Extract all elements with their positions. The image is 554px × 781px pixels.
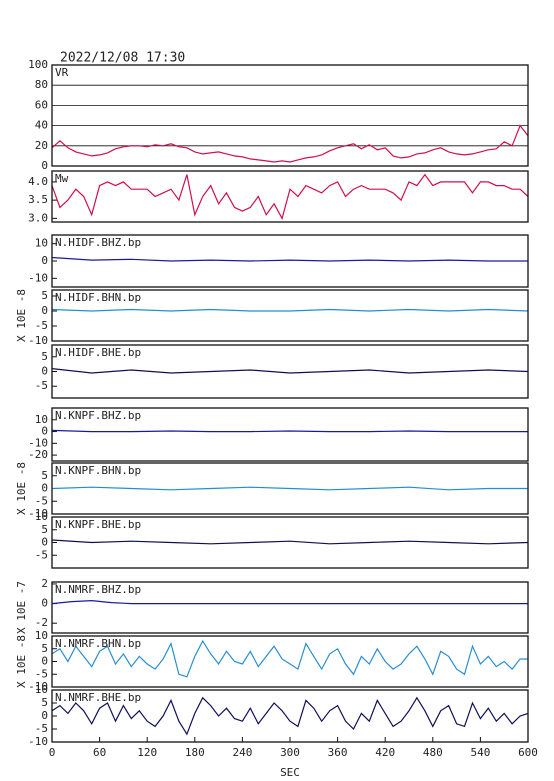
trace bbox=[51, 308, 529, 312]
y-tick-label: 0 bbox=[41, 254, 48, 267]
y-tick-label: 5 bbox=[41, 523, 48, 536]
y-tick-label: 0 bbox=[41, 597, 48, 610]
panel-title: N.KNPF.BHN.bp bbox=[55, 464, 141, 477]
y-tick-label: -10 bbox=[28, 436, 48, 449]
y-tick-label: 5 bbox=[41, 350, 48, 363]
panel-frame bbox=[51, 462, 529, 515]
y-axis-label: X 10E -7 bbox=[15, 581, 28, 634]
y-tick-label: 3.5 bbox=[28, 193, 48, 206]
y-tick-label: 0 bbox=[41, 365, 48, 378]
y-tick-label: 0 bbox=[41, 536, 48, 549]
panel-title: Mw bbox=[55, 172, 69, 185]
x-axis-label: SEC bbox=[280, 766, 300, 779]
panel-title: N.KNPF.BHE.bp bbox=[55, 518, 141, 531]
x-tick-label: 180 bbox=[185, 746, 205, 759]
y-tick-label: -5 bbox=[35, 379, 48, 392]
x-tick-label: 360 bbox=[328, 746, 348, 759]
panel-title: N.KNPF.BHZ.bp bbox=[55, 409, 141, 422]
y-tick-label: 40 bbox=[35, 119, 48, 132]
trace bbox=[51, 256, 528, 262]
x-tick-label: 600 bbox=[518, 746, 538, 759]
panel-frame bbox=[51, 581, 529, 634]
y-tick-label: 0 bbox=[41, 425, 48, 438]
y-tick-label: -10 bbox=[28, 507, 48, 520]
y-tick-label: -2 bbox=[35, 616, 48, 629]
y-tick-label: 5 bbox=[41, 469, 48, 482]
x-tick-label: 0 bbox=[49, 746, 56, 759]
y-tick-label: 0 bbox=[41, 159, 48, 172]
y-tick-label: -20 bbox=[28, 448, 48, 461]
trace bbox=[51, 639, 528, 678]
y-tick-label: 0 bbox=[41, 482, 48, 495]
y-tick-label: 20 bbox=[35, 139, 48, 152]
y-tick-label: 0 bbox=[41, 709, 48, 722]
trace bbox=[51, 599, 528, 605]
y-tick-label: 10 bbox=[35, 237, 48, 250]
y-tick-label: -5 bbox=[35, 319, 48, 332]
x-tick-label: 60 bbox=[93, 746, 106, 759]
panel-title: N.HIDF.BHZ.bp bbox=[55, 236, 141, 249]
y-tick-label: 10 bbox=[35, 629, 48, 642]
y-tick-label: 60 bbox=[35, 98, 48, 111]
y-tick-label: 10 bbox=[35, 510, 48, 523]
trace bbox=[51, 124, 529, 163]
panel-frame bbox=[51, 516, 529, 569]
trace bbox=[51, 539, 529, 545]
x-tick-label: 420 bbox=[375, 746, 395, 759]
x-tick-label: 300 bbox=[280, 746, 300, 759]
y-tick-label: 100 bbox=[28, 58, 48, 71]
panel-title: VR bbox=[55, 66, 69, 79]
panel-title: N.HIDF.BHE.bp bbox=[55, 346, 141, 359]
y-tick-label: 2 bbox=[41, 577, 48, 590]
panel-frame bbox=[51, 407, 529, 462]
trace bbox=[51, 173, 529, 220]
y-axis-label: X 10E -8 bbox=[15, 635, 28, 688]
panel-frame bbox=[51, 344, 529, 399]
x-tick-label: 480 bbox=[423, 746, 443, 759]
x-tick-label: 240 bbox=[232, 746, 252, 759]
y-tick-label: 5 bbox=[41, 696, 48, 709]
y-tick-label: 10 bbox=[35, 683, 48, 696]
y-tick-label: 5 bbox=[41, 289, 48, 302]
x-tick-label: 540 bbox=[470, 746, 490, 759]
panel-frame bbox=[51, 635, 529, 688]
panel-title: N.NMRF.BHE.bp bbox=[55, 691, 141, 704]
y-tick-label: -10 bbox=[28, 735, 48, 748]
y-axis-label: X 10E -8 bbox=[15, 462, 28, 515]
y-tick-label: -5 bbox=[35, 667, 48, 680]
panel-title: N.NMRF.BHZ.bp bbox=[55, 583, 141, 596]
y-tick-label: -10 bbox=[28, 334, 48, 347]
y-tick-label: 10 bbox=[35, 413, 48, 426]
trace bbox=[51, 368, 529, 374]
panel-frame bbox=[51, 170, 529, 223]
y-tick-label: 4.0 bbox=[28, 175, 48, 188]
panel-title: N.HIDF.BHN.bp bbox=[55, 291, 141, 304]
y-tick-label: 5 bbox=[41, 642, 48, 655]
header-timestamp: 2022/12/08 17:30 bbox=[60, 51, 185, 66]
y-tick-label: -5 bbox=[35, 722, 48, 735]
panel-frame bbox=[51, 64, 529, 167]
trace bbox=[51, 486, 528, 491]
panel-frame bbox=[51, 289, 529, 342]
y-tick-label: 3.0 bbox=[28, 211, 48, 224]
y-axis-label: X 10E -8 bbox=[15, 289, 28, 342]
x-tick-label: 120 bbox=[137, 746, 157, 759]
panel-frame bbox=[51, 234, 529, 288]
y-tick-label: 0 bbox=[41, 304, 48, 317]
panel-title: N.NMRF.BHN.bp bbox=[55, 637, 141, 650]
y-tick-label: -10 bbox=[28, 680, 48, 693]
y-tick-label: -5 bbox=[35, 548, 48, 561]
trace bbox=[51, 696, 529, 736]
y-tick-label: -5 bbox=[35, 494, 48, 507]
y-tick-label: 0 bbox=[41, 655, 48, 668]
y-tick-label: -10 bbox=[28, 271, 48, 284]
y-tick-label: 80 bbox=[35, 78, 48, 91]
trace bbox=[51, 429, 528, 433]
